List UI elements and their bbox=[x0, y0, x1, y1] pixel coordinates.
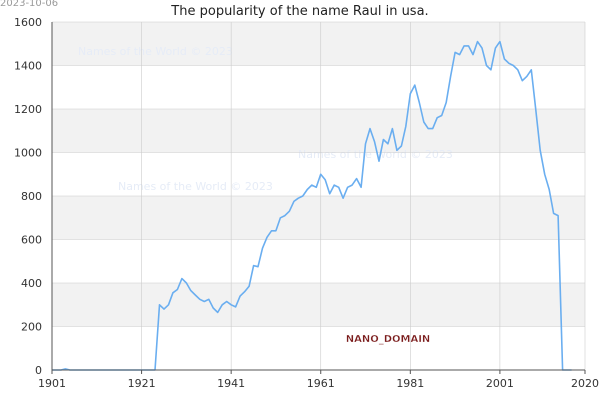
y-tick-label: 800 bbox=[21, 190, 42, 203]
background-band bbox=[52, 283, 585, 327]
y-tick-label: 1200 bbox=[14, 103, 42, 116]
date-stamp: 2023-10-06 bbox=[0, 0, 59, 9]
x-tick-label: 1901 bbox=[38, 377, 66, 390]
background-bands bbox=[52, 22, 585, 327]
background-band bbox=[52, 22, 585, 66]
y-tick-label: 1400 bbox=[14, 60, 42, 73]
y-tick-label: 1600 bbox=[14, 16, 42, 29]
background-band bbox=[52, 109, 585, 153]
x-tick-label: 1981 bbox=[396, 377, 424, 390]
axes: 0 200 400 600 800 1000 1200 1400 1600 1901 1921 194… bbox=[14, 16, 599, 390]
domain-label: NANO_DOMAIN bbox=[346, 334, 431, 345]
y-tick-label: 600 bbox=[21, 234, 42, 247]
watermark-text: Names of the World © 2023 bbox=[298, 148, 453, 161]
x-tick-label: 2001 bbox=[486, 377, 514, 390]
overlay-labels: NANO_DOMAIN bbox=[346, 334, 431, 345]
chart-title: The popularity of the name Raul in usa. bbox=[171, 4, 429, 19]
y-tick-label: 0 bbox=[35, 364, 42, 377]
watermark-layer: Names of the World © 2023 Names of the Wo… bbox=[78, 45, 453, 193]
y-tick-label: 400 bbox=[21, 277, 42, 290]
watermark-text: Names of the World © 2023 bbox=[118, 180, 273, 193]
x-tick-label: 1921 bbox=[128, 377, 156, 390]
x-tick-label: 2020 bbox=[571, 377, 599, 390]
y-tick-label: 200 bbox=[21, 321, 42, 334]
background-band bbox=[52, 196, 585, 240]
y-tick-label: 1000 bbox=[14, 147, 42, 160]
x-tick-label: 1961 bbox=[307, 377, 335, 390]
watermark-text: Names of the World © 2023 bbox=[78, 45, 233, 58]
x-tick-label: 1941 bbox=[217, 377, 245, 390]
